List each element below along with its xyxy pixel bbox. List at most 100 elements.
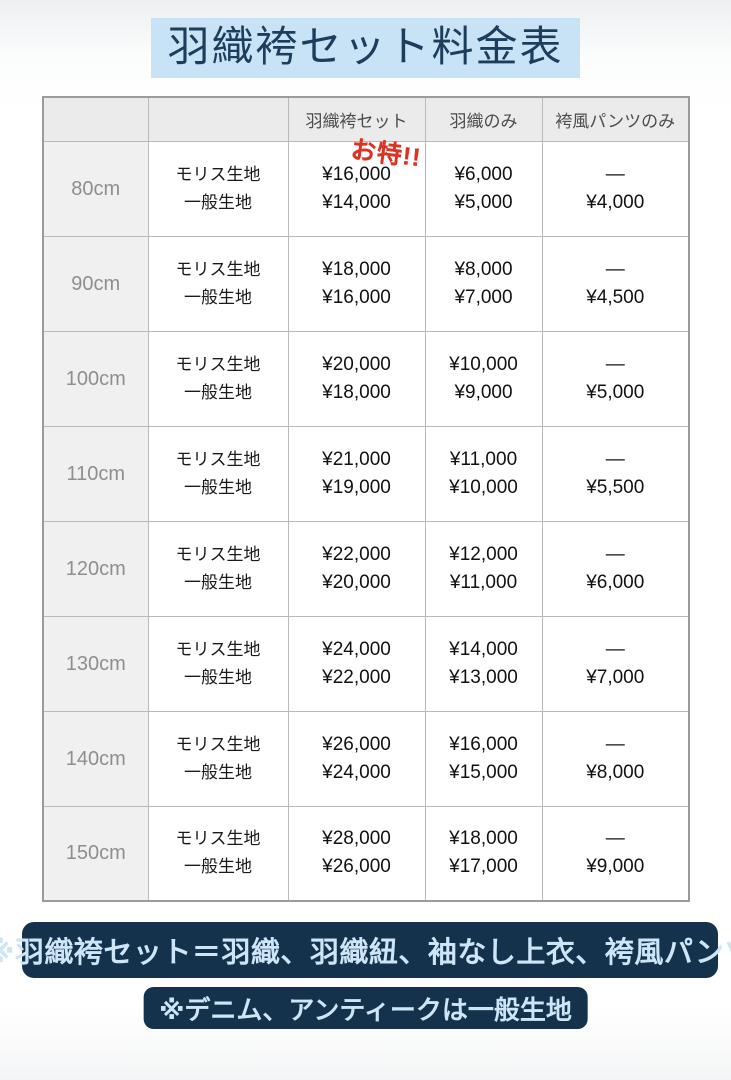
cell-line: ¥5,500: [586, 476, 645, 498]
set-price-cell: ¥16,000 ¥14,000: [287, 140, 426, 237]
price-table-header: 羽織袴セット 羽織のみ 袴風パンツのみ: [42, 96, 690, 142]
size-cell: 140cm: [42, 710, 149, 807]
set-price-cell: ¥20,000 ¥18,000: [287, 330, 426, 427]
cell-line: ¥22,000: [322, 666, 391, 688]
set-price-cell: ¥22,000 ¥20,000: [287, 520, 426, 617]
fabric-cell: モリス生地 一般生地: [147, 425, 289, 522]
cell-line: ¥24,000: [322, 638, 391, 660]
set-price-cell: ¥18,000 ¥16,000: [287, 235, 426, 332]
pants-price-cell: — ¥5,500: [541, 425, 690, 522]
cell-line: モリス生地: [175, 829, 261, 849]
haori-price-cell: ¥12,000 ¥11,000: [424, 520, 543, 617]
set-price-cell: ¥24,000 ¥22,000: [287, 615, 426, 712]
cell-line: 一般生地: [184, 192, 252, 212]
cell-line: ¥6,000: [586, 571, 645, 593]
table-row: 110cm モリス生地一般生地 ¥21,000 ¥19,000 ¥11,000 ¥10,0…: [42, 425, 690, 522]
pants-price-cell: — ¥4,500: [541, 235, 690, 332]
table-row: 80cm モリス生地 一般生地 ¥16,000 ¥14,000 ¥6,000 ¥5,000 —…: [42, 140, 690, 237]
note-set-contents: ※羽織袴セット＝羽織、羽織紐、袖なし上衣、袴風パンツ: [0, 922, 731, 978]
cell-line: ¥10,000: [449, 353, 518, 375]
haori-price-cell: ¥6,000 ¥5,000: [424, 140, 543, 237]
cell-line: ¥7,000: [586, 666, 645, 688]
haori-price-cell: ¥14,000 ¥13,000: [424, 615, 543, 712]
set-price-cell: ¥28,000 ¥26,000: [287, 805, 426, 902]
cell-line: ¥14,000: [449, 638, 518, 660]
cell-line: —: [605, 353, 625, 375]
cell-line: 110cm: [66, 462, 126, 485]
cell-line: モリス生地: [175, 639, 261, 659]
cell-line: モリス生地: [175, 354, 261, 374]
size-cell: 110cm: [42, 425, 149, 522]
cell-line: ¥17,000: [449, 856, 518, 878]
fabric-cell: モリス生地 一般生地: [147, 235, 289, 332]
cell-line: ¥5,000: [454, 191, 513, 213]
cell-line: —: [605, 163, 625, 185]
cell-line: —: [605, 828, 625, 850]
cell-line: —: [605, 258, 625, 280]
cell-line: ¥16,000: [322, 163, 391, 185]
cell-line: モリス生地: [175, 259, 261, 279]
price-table: 羽織袴セット 羽織のみ 袴風パンツのみ 80cm モリス生地 一般生地 ¥16,000…: [42, 96, 690, 902]
set-price-cell: ¥21,000 ¥19,000: [287, 425, 426, 522]
cell-line: —: [605, 733, 625, 755]
table-row: 100cm モリス生地 一般生地 ¥20,000 ¥18,000 ¥10,000 ¥9,00…: [42, 330, 690, 427]
cell-line: ¥11,000: [449, 448, 518, 470]
cell-line: 130cm: [65, 652, 126, 675]
pants-price-cell: — ¥5,000: [541, 330, 690, 427]
pants-price-cell: — ¥7,000: [541, 615, 690, 712]
cell-line: ¥19,000: [322, 476, 391, 498]
cell-line: —: [605, 448, 625, 470]
haori-price-cell: ¥8,000 ¥7,000: [424, 235, 543, 332]
cell-line: ¥26,000: [322, 733, 391, 755]
cell-line: —: [605, 638, 625, 660]
cell-line: 150cm: [65, 842, 126, 865]
cell-line: モリス生地: [175, 449, 261, 469]
cell-line: モリス生地: [175, 734, 261, 754]
pants-price-cell: — ¥9,000: [541, 805, 690, 902]
cell-line: ¥26,000: [322, 856, 391, 878]
cell-line: ¥18,000: [322, 381, 391, 403]
cell-line: ¥15,000: [449, 761, 518, 783]
set-price-cell: ¥26,000 ¥24,000: [287, 710, 426, 807]
cell-line: —: [605, 543, 625, 565]
table-row: 90cm モリス生地 一般生地 ¥18,000 ¥16,000 ¥8,000 ¥7,000 —…: [42, 235, 690, 332]
cell-line: 一般生地: [184, 382, 252, 402]
size-cell: 150cm: [42, 805, 149, 902]
cell-line: ¥7,000: [454, 286, 513, 308]
cell-line: ¥18,000: [322, 258, 391, 280]
cell-line: ¥28,000: [322, 828, 391, 850]
size-cell: 80cm: [42, 140, 149, 237]
price-table-body: 80cm モリス生地 一般生地 ¥16,000 ¥14,000 ¥6,000 ¥5,000—…: [42, 140, 690, 902]
header-size: [42, 96, 149, 142]
cell-line: モリス生地: [175, 544, 261, 564]
cell-line: ¥16,000: [449, 733, 518, 755]
cell-line: ¥24,000: [322, 761, 391, 783]
cell-line: 一般生地: [184, 477, 252, 497]
table-row: 120cm モリス生地一般生地 ¥22,000 ¥20,000 ¥12,000 ¥11,0…: [42, 520, 690, 617]
haori-price-cell: ¥18,000 ¥17,000: [424, 805, 543, 902]
fabric-cell: モリス生地 一般生地: [147, 330, 289, 427]
note-fabric-types: ※デニム、アンティークは一般生地: [143, 987, 588, 1029]
cell-line: ¥21,000: [322, 448, 391, 470]
cell-line: ¥10,000: [449, 476, 518, 498]
header-fabric: [147, 96, 289, 142]
table-row: 140cm モリス生地 一般生地 ¥26,000 ¥24,000 ¥16,000 ¥15,0…: [42, 710, 690, 807]
cell-line: 120cm: [65, 557, 126, 580]
cell-line: ¥4,000: [586, 191, 645, 213]
cell-line: ¥9,000: [454, 381, 513, 403]
cell-line: ¥9,000: [586, 856, 645, 878]
cell-line: ¥5,000: [586, 381, 645, 403]
header-haori-only: 羽織のみ: [424, 96, 543, 142]
header-set: 羽織袴セット: [287, 96, 426, 142]
cell-line: 140cm: [65, 747, 126, 770]
header-row: 羽織袴セット 羽織のみ 袴風パンツのみ: [42, 96, 690, 142]
cell-line: 一般生地: [184, 572, 252, 592]
size-cell: 90cm: [42, 235, 149, 332]
table-row: 130cm モリス生地 一般生地 ¥24,000 ¥22,000 ¥14,000 ¥13,0…: [42, 615, 690, 712]
cell-line: ¥20,000: [322, 353, 391, 375]
haori-price-cell: ¥11,000 ¥10,000: [424, 425, 543, 522]
fabric-cell: モリス生地 一般生地: [147, 710, 289, 807]
cell-line: ¥11,000: [449, 571, 518, 593]
size-cell: 100cm: [42, 330, 149, 427]
